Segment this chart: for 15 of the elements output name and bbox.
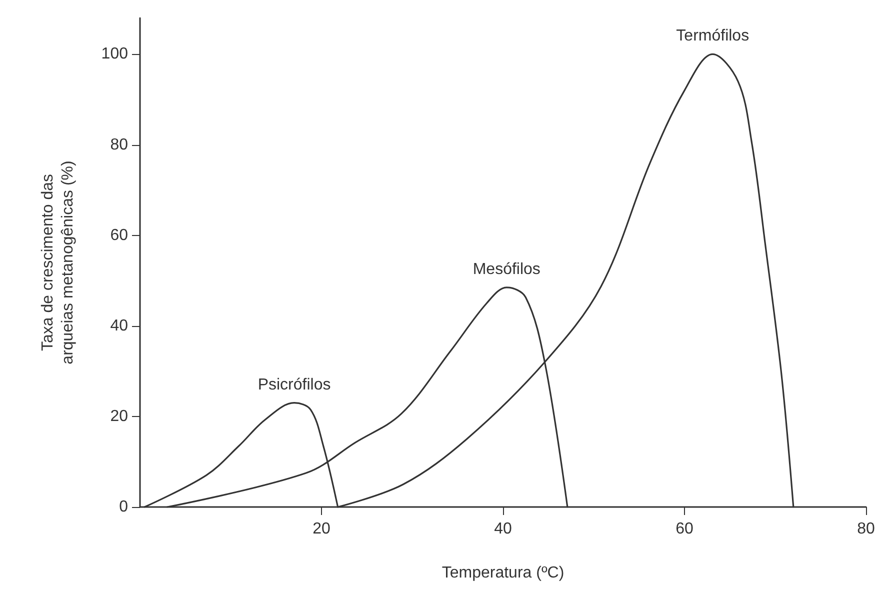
y-tick-label: 20 [110,408,128,425]
x-tick-label: 80 [857,520,875,538]
y-tick-label: 0 [119,498,128,516]
x-tick-label: 60 [676,520,694,538]
y-tick-label: 80 [110,136,128,154]
y-axis-title: Taxa de crescimento das arqueias metanogênicas (%) [40,160,76,364]
x-axis-title: Temperatura (ºC) [442,564,564,582]
x-tick-label: 20 [312,520,330,538]
series-label: Termófilos [676,28,750,45]
series-label: Mesófilos [472,260,540,278]
y-tick-label: 40 [110,317,128,334]
y-tick-label: 60 [110,226,128,244]
series-label: Psicrófilos [258,376,331,394]
x-tick-label: 40 [494,520,512,538]
y-tick-label: 100 [101,46,128,63]
